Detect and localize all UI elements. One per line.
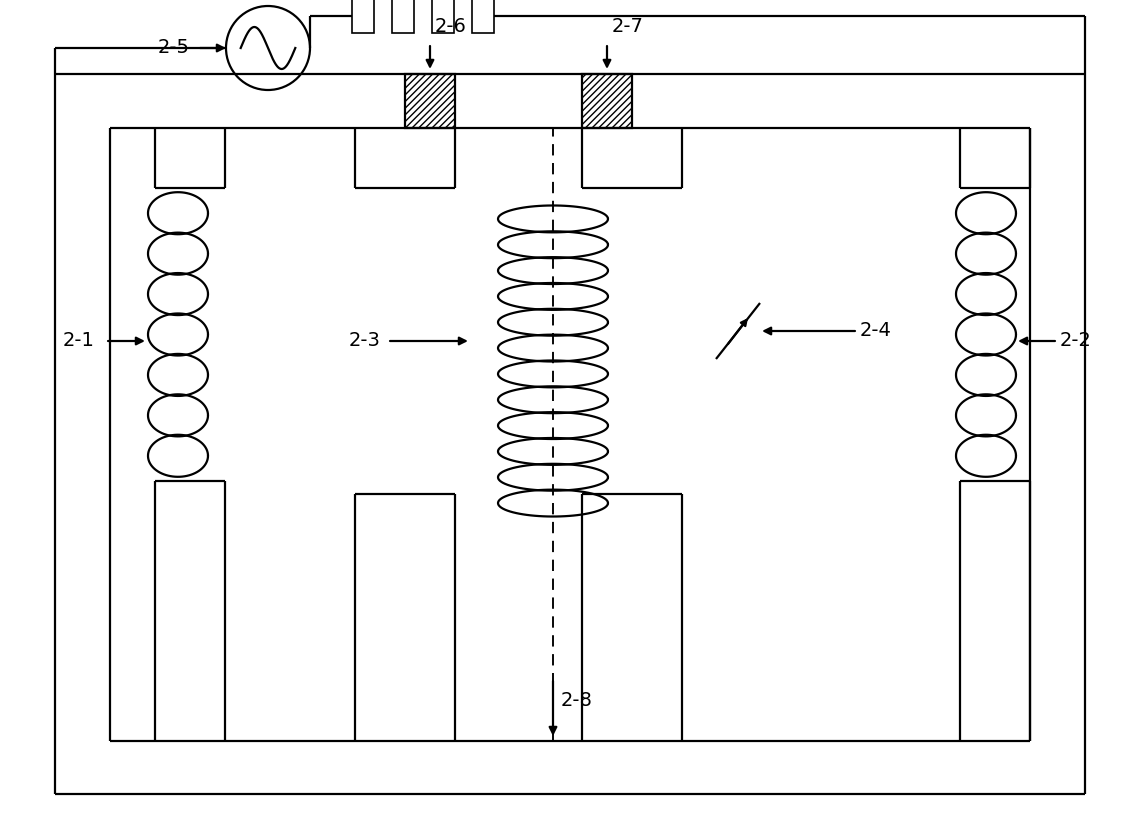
Text: 2-4: 2-4	[860, 322, 892, 340]
Text: 2-7: 2-7	[612, 17, 644, 36]
Bar	[352, 0, 374, 33]
Bar	[582, 74, 632, 128]
Text: 2-8: 2-8	[561, 691, 593, 710]
Text: 2-5: 2-5	[158, 38, 190, 58]
Text: 2-6: 2-6	[435, 17, 466, 36]
Bar	[392, 0, 414, 33]
Bar	[405, 74, 455, 128]
Text: 2-2: 2-2	[1060, 332, 1092, 350]
Text: 2-3: 2-3	[349, 332, 380, 350]
Bar	[472, 0, 494, 33]
Text: 2-1: 2-1	[63, 332, 95, 350]
Bar	[432, 0, 454, 33]
